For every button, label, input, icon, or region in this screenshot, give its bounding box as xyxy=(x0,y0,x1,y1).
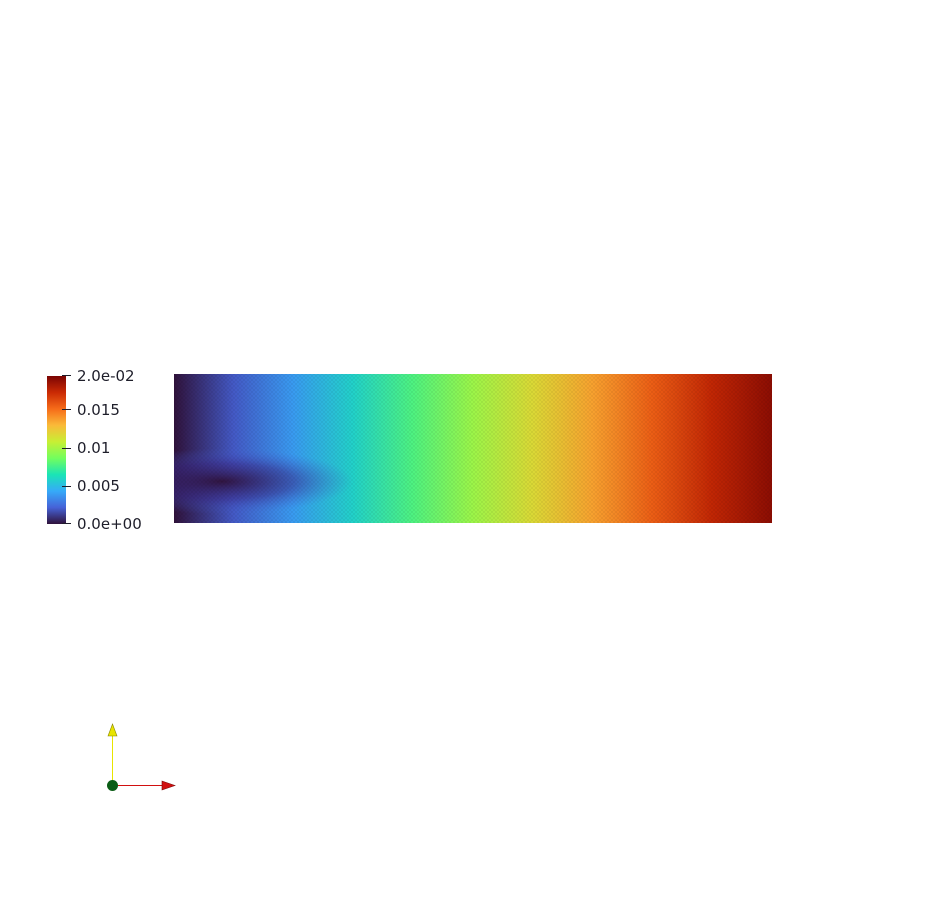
scalar-bar: 2.0e-02 0.015 0.01 0.005 0.0e+00 xyxy=(47,367,142,533)
tick-label-0-015: 0.015 xyxy=(77,401,120,419)
scalar-bar-ticks xyxy=(62,375,71,524)
y-axis-arrow-icon xyxy=(107,723,118,737)
tick-label-0-01: 0.01 xyxy=(77,439,110,457)
tick-label-0-005: 0.005 xyxy=(77,477,120,495)
orientation-axes xyxy=(107,723,176,791)
scalar-bar-gradient xyxy=(47,376,66,524)
x-axis-arrow-icon xyxy=(161,780,176,791)
tick-label-max: 2.0e-02 xyxy=(77,367,135,385)
tick-label-min: 0.0e+00 xyxy=(77,515,142,533)
origin-sphere-icon xyxy=(107,780,118,791)
field-mesh-texture xyxy=(174,374,772,523)
field-surface xyxy=(174,374,772,523)
